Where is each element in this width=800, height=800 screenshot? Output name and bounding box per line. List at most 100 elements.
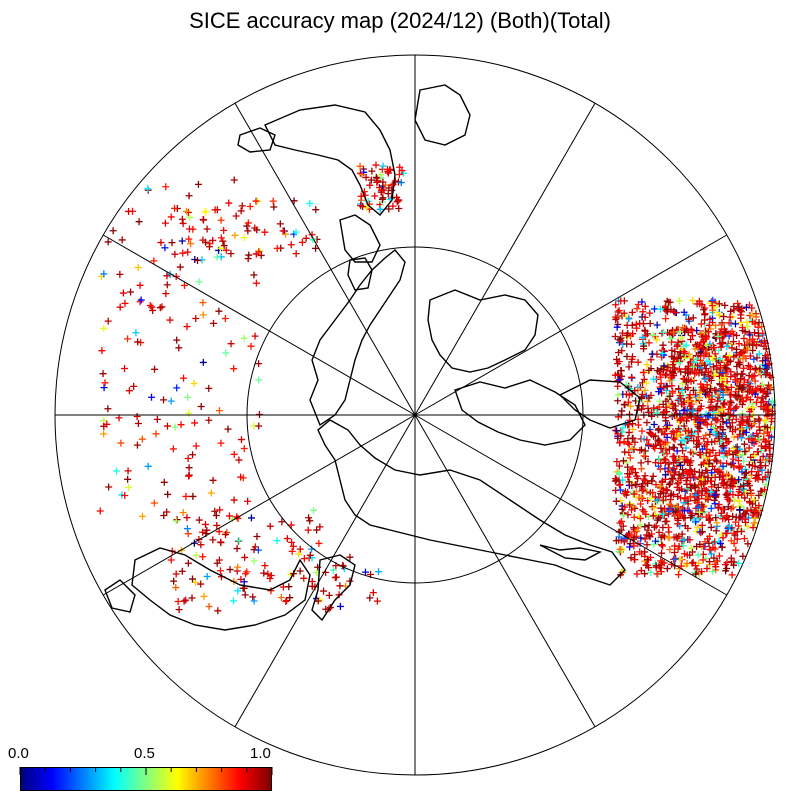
- accuracy-point: [215, 307, 223, 315]
- accuracy-point: [658, 329, 666, 337]
- accuracy-point: [640, 475, 648, 483]
- accuracy-point: [676, 417, 684, 425]
- accuracy-point: [721, 328, 729, 336]
- accuracy-point: [617, 334, 625, 342]
- accuracy-point: [666, 402, 674, 410]
- accuracy-point: [724, 503, 732, 511]
- accuracy-point: [691, 416, 699, 424]
- accuracy-point: [702, 374, 710, 382]
- accuracy-point: [740, 482, 748, 490]
- accuracy-point: [639, 369, 647, 377]
- accuracy-point: [255, 248, 263, 256]
- accuracy-point: [708, 568, 716, 576]
- accuracy-point: [678, 334, 686, 342]
- accuracy-point: [121, 491, 129, 499]
- accuracy-point: [665, 460, 673, 468]
- accuracy-point: [162, 183, 170, 191]
- accuracy-point: [717, 509, 725, 517]
- accuracy-point: [619, 424, 627, 432]
- accuracy-point: [380, 186, 388, 194]
- accuracy-point: [761, 362, 769, 370]
- accuracy-point: [748, 422, 756, 430]
- accuracy-point: [741, 470, 749, 477]
- accuracy-point: [117, 439, 125, 447]
- accuracy-point: [335, 591, 343, 599]
- accuracy-point: [257, 251, 265, 259]
- accuracy-point: [668, 338, 676, 346]
- accuracy-point: [139, 512, 147, 520]
- accuracy-point: [179, 509, 187, 517]
- accuracy-point: [703, 461, 711, 469]
- accuracy-point: [239, 474, 247, 482]
- accuracy-point: [658, 478, 666, 486]
- accuracy-point: [659, 449, 667, 457]
- accuracy-point: [762, 438, 770, 446]
- accuracy-point: [639, 320, 647, 328]
- accuracy-point: [669, 387, 677, 395]
- accuracy-point: [185, 225, 193, 233]
- accuracy-point: [313, 526, 321, 534]
- accuracy-point: [197, 580, 205, 588]
- accuracy-point: [252, 197, 260, 205]
- accuracy-point: [663, 517, 671, 525]
- accuracy-point: [645, 339, 653, 347]
- accuracy-point: [743, 318, 751, 326]
- accuracy-point: [619, 329, 627, 337]
- accuracy-point: [749, 318, 757, 326]
- accuracy-point: [706, 558, 714, 566]
- accuracy-point: [209, 236, 217, 244]
- accuracy-point: [675, 359, 683, 367]
- accuracy-point: [312, 244, 320, 252]
- accuracy-point: [134, 338, 142, 346]
- accuracy-point: [758, 394, 766, 402]
- accuracy-point: [184, 393, 192, 401]
- accuracy-point: [676, 455, 684, 463]
- accuracy-point: [657, 379, 665, 387]
- accuracy-point: [714, 504, 722, 512]
- accuracy-point: [725, 405, 733, 413]
- accuracy-point: [356, 162, 364, 170]
- accuracy-point: [166, 316, 174, 324]
- accuracy-point: [719, 475, 727, 483]
- accuracy-point: [676, 510, 684, 518]
- accuracy-point: [628, 373, 636, 381]
- accuracy-point: [748, 373, 756, 381]
- accuracy-point: [751, 507, 759, 515]
- accuracy-point: [361, 568, 369, 576]
- accuracy-point: [690, 363, 698, 371]
- accuracy-point: [727, 368, 735, 376]
- accuracy-point: [657, 445, 665, 453]
- accuracy-point: [662, 417, 670, 425]
- accuracy-point: [741, 447, 749, 455]
- accuracy-point: [763, 369, 771, 377]
- accuracy-point: [655, 455, 663, 463]
- accuracy-point: [115, 414, 123, 422]
- accuracy-point: [646, 309, 654, 317]
- accuracy-point: [185, 192, 193, 200]
- accuracy-point: [713, 519, 721, 527]
- accuracy-point: [230, 496, 238, 504]
- accuracy-point: [730, 462, 738, 470]
- accuracy-point: [270, 203, 278, 211]
- accuracy-point: [749, 412, 757, 420]
- accuracy-point: [395, 204, 403, 212]
- accuracy-point: [671, 309, 679, 317]
- accuracy-point: [174, 597, 182, 605]
- accuracy-point: [709, 544, 717, 552]
- accuracy-point: [254, 546, 262, 554]
- accuracy-point: [691, 481, 699, 489]
- accuracy-point: [705, 452, 713, 460]
- accuracy-point: [273, 244, 281, 252]
- accuracy-point: [738, 491, 746, 499]
- accuracy-point: [696, 424, 704, 432]
- accuracy-point: [723, 470, 731, 478]
- accuracy-point: [733, 345, 741, 353]
- accuracy-point: [670, 452, 678, 460]
- accuracy-point: [227, 250, 235, 258]
- accuracy-point: [681, 458, 689, 466]
- accuracy-point: [266, 575, 274, 583]
- accuracy-point: [672, 468, 680, 476]
- accuracy-point: [715, 552, 723, 560]
- accuracy-point: [707, 384, 715, 392]
- accuracy-point: [702, 416, 710, 424]
